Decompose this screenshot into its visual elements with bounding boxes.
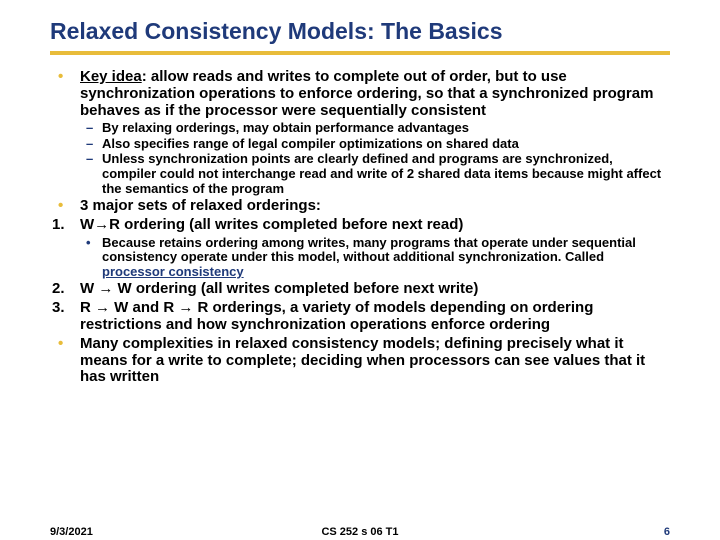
pc-text: Because retains ordering among writes, m… bbox=[102, 235, 636, 265]
sub-compiler-opts: Also specifies range of legal compiler o… bbox=[80, 137, 670, 152]
bullet-wr-ordering: W→R ordering (all writes completed befor… bbox=[50, 217, 670, 279]
slide-body: Key idea: allow reads and writes to comp… bbox=[50, 69, 670, 386]
title-rule bbox=[50, 51, 670, 55]
sub-relaxing: By relaxing orderings, may obtain perfor… bbox=[80, 121, 670, 136]
key-idea-label: Key idea bbox=[80, 68, 142, 85]
wr-ordering-text: W→R ordering (all writes completed befor… bbox=[80, 216, 463, 233]
bullet-rw-rr-ordering: R → W and R → R orderings, a variety of … bbox=[50, 300, 670, 334]
bullet-complexities: Many complexities in relaxed consistency… bbox=[50, 336, 670, 386]
bullet-three-sets: 3 major sets of relaxed orderings: bbox=[50, 198, 670, 215]
sub-processor-consistency: Because retains ordering among writes, m… bbox=[80, 236, 670, 280]
slide-title: Relaxed Consistency Models: The Basics bbox=[50, 18, 670, 45]
sub-unless-sync: Unless synchronization points are clearl… bbox=[80, 152, 670, 196]
slide: Relaxed Consistency Models: The Basics K… bbox=[0, 0, 720, 540]
key-idea-text: : allow reads and writes to complete out… bbox=[80, 68, 653, 119]
processor-consistency-link[interactable]: processor consistency bbox=[102, 264, 244, 279]
footer-course: CS 252 s 06 T1 bbox=[0, 526, 720, 538]
footer-page: 6 bbox=[664, 526, 670, 538]
bullet-key-idea: Key idea: allow reads and writes to comp… bbox=[50, 69, 670, 196]
bullet-ww-ordering: W → W ordering (all writes completed bef… bbox=[50, 281, 670, 298]
